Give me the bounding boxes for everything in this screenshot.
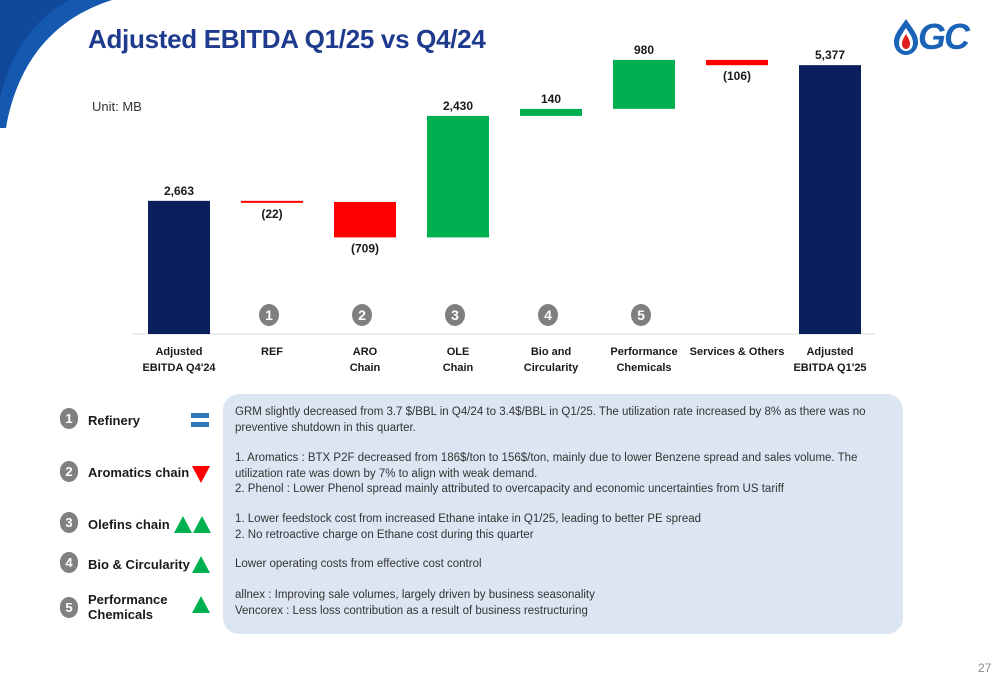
bar: [241, 200, 303, 203]
bar: [799, 65, 861, 335]
bar: [427, 115, 489, 238]
legend-label: Aromatics chain: [88, 465, 190, 480]
number-badge: [631, 304, 651, 326]
data-label: 980: [634, 43, 654, 57]
number-badge-text: 5: [637, 307, 645, 323]
data-label: (22): [261, 207, 282, 221]
unit-label: Unit: MB: [92, 99, 142, 114]
data-label: (106): [723, 69, 751, 83]
category-label: EBITDA Q4'24: [142, 362, 216, 374]
note-performance: allnex : Improving sale volumes, largely…: [235, 588, 895, 619]
double-up-triangle-icon: [174, 516, 211, 533]
bar: [613, 59, 675, 109]
number-badge-text: 2: [358, 307, 366, 323]
notes-panel: [223, 394, 903, 634]
bar: [334, 201, 396, 238]
note-refinery: GRM slightly decreased from 3.7 $/BBL in…: [235, 406, 866, 434]
category-label: Adjusted: [806, 346, 853, 358]
note-line: 2. No retroactive charge on Ethane cost …: [235, 528, 534, 541]
legend-label: Refinery: [88, 413, 141, 428]
category-label: REF: [261, 346, 283, 358]
category-label: EBITDA Q1'25: [793, 362, 866, 374]
category-label: Adjusted: [155, 346, 202, 358]
note-line: 1. Aromatics : BTX P2F decreased from 18…: [235, 452, 858, 480]
category-label: Chemicals: [616, 362, 671, 374]
category-label: Bio and: [531, 346, 571, 358]
number-badge: 3: [60, 512, 78, 533]
category-label: Circularity: [524, 362, 579, 374]
note-aromatics: 1. Aromatics : BTX P2F decreased from 18…: [235, 451, 895, 498]
number-badge: [352, 304, 372, 326]
waterfall-chart: 2,663 Adjusted EBITDA Q4'24 (22) 1 REF (709) 2 A…: [132, 43, 875, 374]
number-badge: [445, 304, 465, 326]
number-badge-text: 3: [451, 307, 459, 323]
data-label: 2,663: [164, 184, 194, 198]
number-badge: [538, 304, 558, 326]
data-label: 2,430: [443, 99, 473, 113]
category-label: Services & Others: [690, 346, 785, 358]
bar: [706, 59, 768, 66]
category-label: ARO: [353, 346, 378, 358]
logo-text: GC: [918, 16, 970, 57]
legend-label: Bio & Circularity: [88, 557, 190, 572]
note-olefins: 1. Lower feedstock cost from increased E…: [235, 512, 895, 543]
legend-label: Olefins chain: [88, 517, 170, 532]
category-label: Chain: [443, 362, 474, 374]
number-badge-text: 1: [265, 307, 273, 323]
note-line: allnex : Improving sale volumes, largely…: [235, 589, 595, 601]
category-label: Performance: [610, 346, 677, 358]
up-triangle-icon: [192, 596, 210, 613]
data-label: 5,377: [815, 48, 845, 62]
category-label: OLE: [447, 346, 470, 358]
legend-label: Performance Chemicals: [88, 592, 168, 622]
bar: [520, 108, 582, 116]
note-line: Vencorex : Less loss contribution as a r…: [235, 604, 588, 617]
number-badge: 2: [60, 461, 78, 482]
note-line: 2. Phenol : Lower Phenol spread mainly a…: [235, 483, 784, 495]
down-triangle-icon: [192, 466, 210, 483]
bar: [148, 200, 210, 334]
data-label: (709): [351, 241, 379, 255]
number-badge: 4: [60, 552, 78, 573]
number-badge: [259, 304, 279, 326]
number-badge-text: 4: [544, 307, 552, 323]
note-bio: Lower operating costs from effective cos…: [235, 558, 482, 570]
gc-logo: [894, 19, 918, 55]
equal-icon: [191, 413, 209, 427]
note-line: 1. Lower feedstock cost from increased E…: [235, 513, 702, 525]
number-badge: 5: [60, 597, 78, 618]
page-title: Adjusted EBITDA Q1/25 vs Q4/24: [88, 24, 486, 54]
number-badge: 1: [60, 408, 78, 429]
page-number: 27: [978, 661, 992, 675]
data-label: 140: [541, 92, 561, 106]
category-label: Chain: [350, 362, 381, 374]
up-triangle-icon: [192, 556, 210, 573]
